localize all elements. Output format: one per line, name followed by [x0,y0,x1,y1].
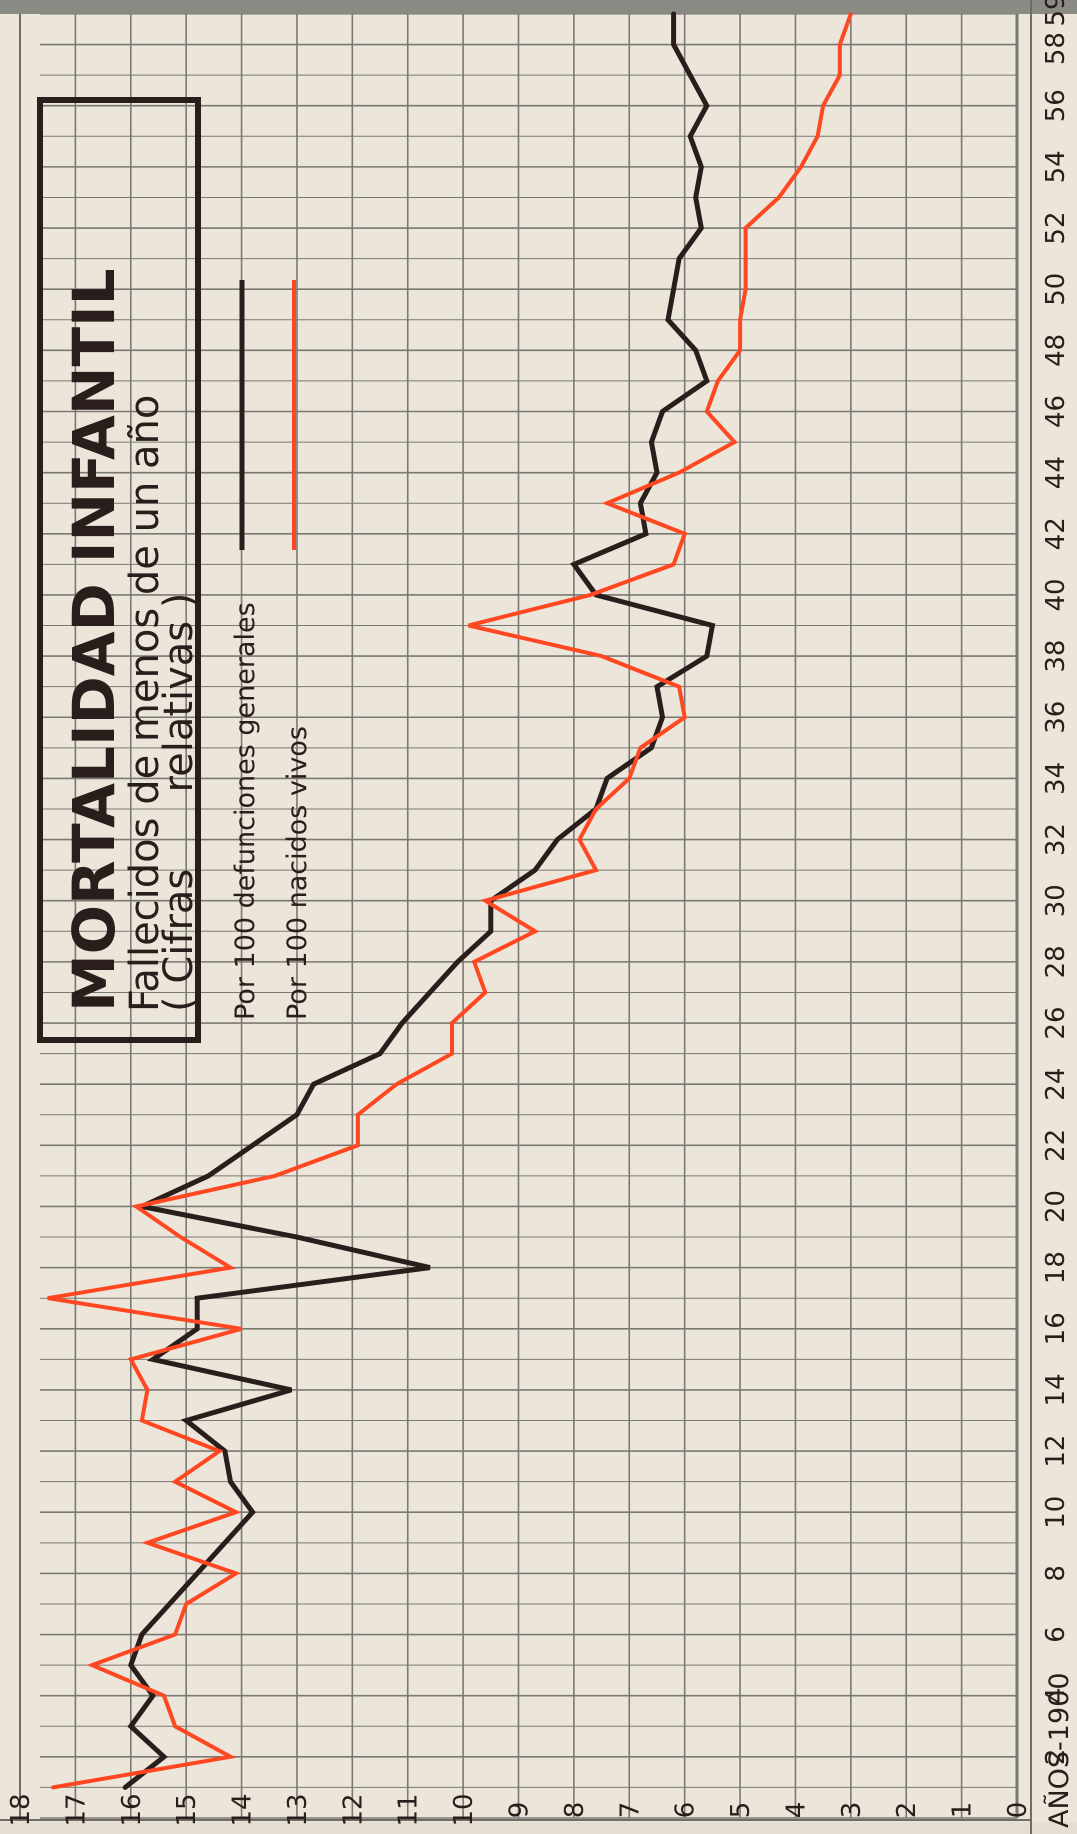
x-tick-label: 34 [1041,762,1071,795]
y-tick-label: 17 [61,1793,91,1826]
x-tick-label: 40 [1041,578,1071,611]
legend-label-defunciones: Por 100 defunciones generales [230,602,261,1020]
y-tick-label: 18 [6,1793,36,1826]
x-tick-label: 4 [1041,1687,1071,1704]
x-tick-label: 6 [1041,1626,1071,1643]
y-tick-label: 12 [338,1793,368,1826]
x-tick-label: 56 [1041,89,1071,122]
x-tick-label: 32 [1041,823,1071,856]
y-tick-label: 14 [228,1793,258,1826]
y-tick-label: 3 [837,1802,867,1819]
y-tick-label: 13 [283,1793,313,1826]
y-tick-label: 1 [948,1802,978,1819]
x-tick-label: 36 [1041,701,1071,734]
x-tick-label: 8 [1041,1565,1071,1582]
chart-title: MORTALIDAD INFANTIL [60,268,128,1012]
value-axis-band [0,1822,1077,1834]
y-tick-label: 5 [726,1802,756,1819]
x-tick-label: 52 [1041,211,1071,244]
y-tick-label: 15 [172,1793,202,1826]
x-tick-label: 18 [1041,1251,1071,1284]
y-tick-label: 2 [892,1802,922,1819]
x-tick-label: 24 [1041,1068,1071,1101]
y-tick-label: 8 [560,1802,590,1819]
x-tick-label: 54 [1041,150,1071,183]
x-tick-label: 59 [1041,0,1071,27]
legend-label-nacidos: Por 100 nacidos vivos [282,726,313,1020]
series-layer [47,11,853,1790]
title-box [37,97,201,1043]
x-tick-label: 46 [1041,395,1071,428]
chart-subtitle-line2: ( Cifras relativas ) [156,593,202,1012]
y-tick-label: 10 [449,1793,479,1826]
x-tick-label: 20 [1041,1190,1071,1223]
y-tick-label: 7 [615,1802,645,1819]
x-tick-label: 12 [1041,1435,1071,1468]
title-block: MORTALIDAD INFANTIL Fallecidos de menos … [37,97,202,1043]
x-tick-label: 44 [1041,456,1071,489]
x-tick-label: 26 [1041,1006,1071,1039]
y-tick-label: 6 [671,1802,701,1819]
x-tick-label: 14 [1041,1373,1071,1406]
top-band [0,0,1077,14]
y-tick-label: 9 [505,1802,535,1819]
y-tick-label: 16 [117,1793,147,1826]
x-tick-label: 16 [1041,1312,1071,1345]
x-axis-title-block: AÑOS-1900 [1043,1672,1075,1828]
x-tick-label: 48 [1041,334,1071,367]
y-tick-label: 11 [394,1793,424,1826]
x-axis-title: AÑOS-1900 [1043,1672,1075,1828]
legend: Por 100 defunciones generales Por 100 na… [230,280,313,1020]
x-tick-label: 30 [1041,884,1071,917]
x-tick-label: 50 [1041,273,1071,306]
y-tick-label: 4 [781,1802,811,1819]
x-tick-label: 22 [1041,1129,1071,1162]
x-tick-label: 28 [1041,945,1071,978]
x-tick-label: 58 [1041,32,1071,65]
chart-subtitle-line1: Fallecidos de menos de un año [122,395,168,1012]
y-tick-label: 0 [1003,1802,1033,1819]
x-tick-label: 2 [1041,1749,1071,1766]
x-tick-label: 38 [1041,640,1071,673]
x-tick-label: 42 [1041,517,1071,550]
series-line-nacidos [47,12,853,1790]
x-tick-label: 10 [1041,1496,1071,1529]
